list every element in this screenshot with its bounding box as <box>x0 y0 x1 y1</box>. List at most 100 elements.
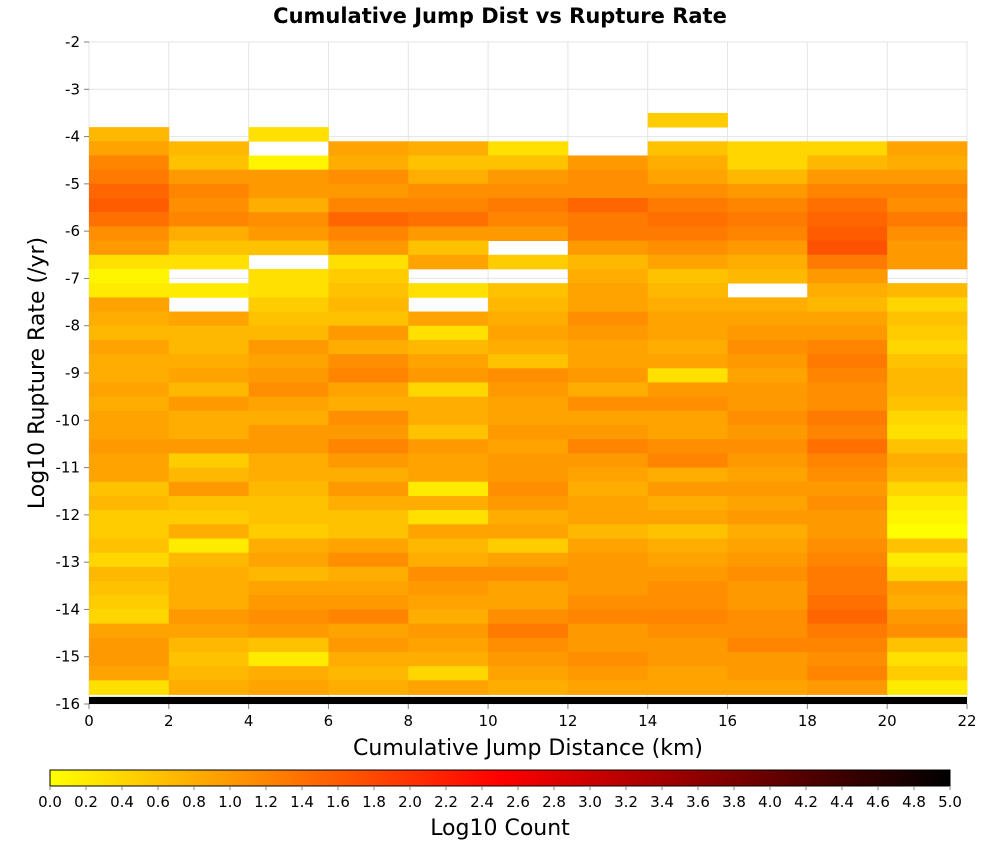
heatmap-cell <box>887 637 968 653</box>
heatmap-cell <box>647 112 728 128</box>
heatmap-cell <box>647 169 728 185</box>
heatmap-bottom-band <box>89 696 967 704</box>
heatmap-cell <box>248 666 329 681</box>
heatmap-cell <box>328 524 409 539</box>
heatmap-cell <box>567 283 649 298</box>
heatmap-cell <box>887 495 968 511</box>
heatmap-cell <box>647 581 728 596</box>
heatmap-cell <box>807 510 888 525</box>
heatmap-cell <box>807 581 888 596</box>
heatmap-cell <box>488 283 569 298</box>
heatmap-cell <box>328 439 409 454</box>
heatmap-cell <box>807 325 888 341</box>
heatmap-cell <box>89 254 170 270</box>
heatmap-cell <box>488 183 569 199</box>
heatmap-cell <box>328 680 409 695</box>
heatmap-cell <box>887 212 968 227</box>
heatmap-cell <box>727 495 808 511</box>
heatmap-cell <box>647 311 728 327</box>
heatmap-cell <box>248 368 329 383</box>
heatmap-cell <box>727 212 808 227</box>
heatmap-cell <box>248 396 329 412</box>
heatmap-cell <box>89 651 170 667</box>
y-tick-label: -16 <box>56 695 81 713</box>
heatmap-cell <box>328 226 409 241</box>
heatmap-cell <box>567 410 649 426</box>
heatmap-cell <box>89 595 170 610</box>
heatmap-cell <box>807 226 888 241</box>
heatmap-cell <box>727 339 808 355</box>
heatmap-cell <box>647 481 728 497</box>
heatmap-cell <box>248 566 329 582</box>
heatmap-cell <box>328 240 409 256</box>
heatmap-cell <box>89 183 170 199</box>
colorbar-tick-label: 3.4 <box>650 793 674 811</box>
y-tick-label: -7 <box>65 269 80 287</box>
heatmap-cell <box>408 396 489 412</box>
heatmap-cell <box>328 581 409 596</box>
heatmap-cell <box>168 481 250 497</box>
heatmap-cell <box>89 481 170 497</box>
heatmap-cell <box>727 311 808 327</box>
heatmap-cell <box>727 183 808 199</box>
heatmap-cell <box>567 481 649 497</box>
heatmap-cell <box>408 226 489 241</box>
heatmap-cell <box>168 680 250 695</box>
heatmap-cell <box>647 382 728 398</box>
heatmap-cell <box>807 368 888 383</box>
heatmap-cell <box>168 410 250 426</box>
heatmap-cell <box>887 439 968 454</box>
colorbar-tick-label: 3.6 <box>686 793 710 811</box>
heatmap-cell <box>89 240 170 256</box>
heatmap-cell <box>727 453 808 468</box>
colorbar-label: Log10 Count <box>430 816 570 841</box>
heatmap-cell <box>89 212 170 227</box>
heatmap-cell <box>168 552 250 568</box>
heatmap-cell <box>89 297 170 312</box>
heatmap-cell <box>647 325 728 341</box>
heatmap-cell <box>567 510 649 525</box>
colorbar <box>49 769 951 787</box>
y-tick-label: -10 <box>56 411 81 429</box>
colorbar-tick-label: 1.2 <box>254 793 278 811</box>
heatmap-cell <box>248 581 329 596</box>
heatmap-cell <box>248 538 329 554</box>
heatmap-cell <box>408 339 489 355</box>
heatmap-cell <box>807 141 888 156</box>
y-tick-label: -9 <box>65 364 80 382</box>
colorbar-tick-label: 3.2 <box>614 793 638 811</box>
heatmap-cell <box>89 226 170 241</box>
x-tick-label: 4 <box>244 712 254 730</box>
heatmap-cell <box>567 254 649 270</box>
heatmap-cell <box>647 467 728 483</box>
heatmap-cell <box>488 155 569 171</box>
x-tick-label: 22 <box>957 712 976 730</box>
heatmap-cell <box>567 226 649 241</box>
heatmap-cell <box>727 581 808 596</box>
y-axis-label: Log10 Rupture Rate (/yr) <box>25 237 50 509</box>
heatmap-cell <box>647 453 728 468</box>
heatmap-cell <box>408 623 489 639</box>
heatmap-cell <box>328 354 409 369</box>
heatmap-cell <box>408 609 489 625</box>
y-tick-label: -2 <box>65 33 80 51</box>
heatmap-cell <box>647 595 728 610</box>
heatmap-cell <box>408 183 489 199</box>
heatmap-cell <box>248 198 329 213</box>
heatmap-cell <box>488 439 569 454</box>
colorbar-tick-label: 0.4 <box>110 793 134 811</box>
heatmap-cell <box>567 425 649 440</box>
heatmap-cell <box>567 453 649 468</box>
chart-title: Cumulative Jump Dist vs Rupture Rate <box>273 4 727 28</box>
heatmap-cell <box>488 552 569 568</box>
colorbar-tick-label: 1.4 <box>290 793 314 811</box>
heatmap-cell <box>488 481 569 497</box>
heatmap-cell <box>328 481 409 497</box>
heatmap-cell <box>89 453 170 468</box>
colorbar-tick-label: 3.0 <box>578 793 602 811</box>
heatmap-cell <box>647 425 728 440</box>
heatmap-cell <box>168 623 250 639</box>
heatmap-cell <box>727 268 808 284</box>
heatmap-cell <box>408 581 489 596</box>
